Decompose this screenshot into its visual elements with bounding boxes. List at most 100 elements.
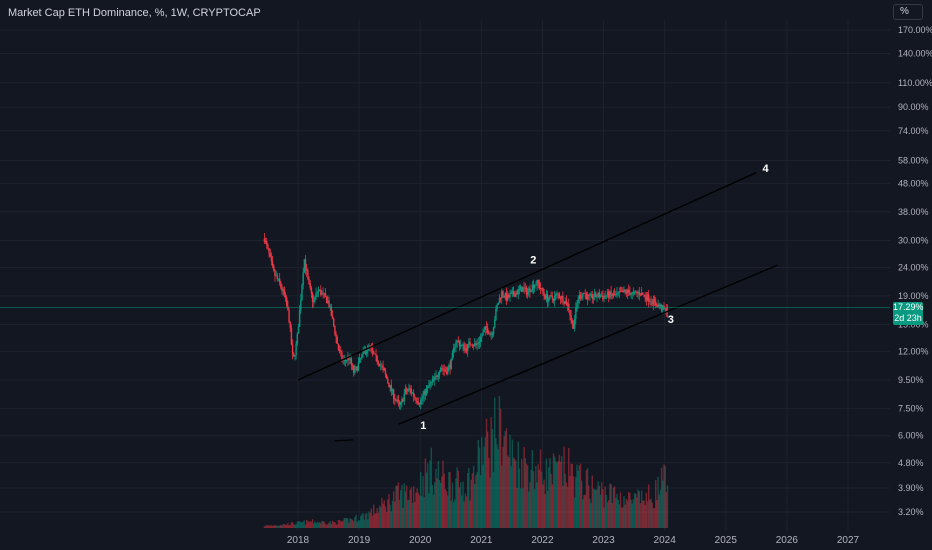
candle-body (310, 287, 313, 294)
candle-body (372, 351, 375, 354)
candle-body (577, 299, 579, 304)
volume-bar (288, 525, 290, 528)
volume-bar (638, 491, 640, 528)
volume-bar (382, 503, 384, 528)
volume-bar (606, 502, 609, 528)
volume-bar (655, 479, 657, 528)
candle-body (501, 291, 503, 299)
candle-body (477, 343, 479, 345)
candle-body (539, 287, 542, 290)
volume-bar (551, 484, 554, 528)
candle-body (595, 292, 597, 298)
wave-label-2: 2 (530, 255, 536, 267)
volume-bar (336, 524, 338, 528)
price-axis[interactable]: 170.00% 140.00% 110.00% 90.00% 74.00% 58.00% 4… (898, 25, 932, 517)
candle-body (589, 294, 591, 296)
candle-body (392, 389, 395, 400)
candle-body (597, 292, 599, 297)
candle-body (288, 310, 290, 323)
volume-bar (543, 479, 545, 528)
candle-body (590, 293, 592, 295)
candle-body (291, 344, 294, 354)
volume-bar (391, 500, 394, 528)
x-tick-label: 2020 (409, 535, 432, 546)
volume-bar (650, 498, 652, 528)
volume-bar (416, 488, 418, 528)
volume-bar (363, 519, 365, 528)
candle-body (268, 248, 270, 254)
candle-body (506, 294, 509, 301)
volume-bar (505, 428, 508, 528)
symbol-title: Market Cap ETH Dominance, %, 1W, CRYPTOC… (8, 7, 261, 19)
candle-body (588, 295, 590, 296)
candle-body (649, 301, 651, 302)
candle-body (538, 283, 541, 288)
volume-bar (577, 470, 579, 528)
candle-body (573, 319, 576, 329)
volume-bar (600, 482, 603, 528)
candles (263, 232, 669, 411)
volume-bar (428, 493, 430, 528)
volume-bar (616, 493, 618, 528)
candle-body (662, 305, 664, 311)
candle-body (293, 353, 295, 357)
candle-body (664, 308, 666, 310)
x-tick-label: 2025 (715, 535, 738, 546)
candle-body (356, 366, 358, 371)
volume-bar (424, 458, 427, 528)
volume-bar (270, 525, 273, 528)
volume-bar (662, 480, 664, 528)
volume-bar (317, 522, 320, 528)
candle-body (569, 310, 571, 316)
volume-bar (509, 434, 511, 528)
volume-bar (465, 496, 468, 528)
volume-bar (572, 476, 575, 528)
volume-bar (525, 463, 528, 528)
candle-body (428, 385, 430, 387)
volume-bar (464, 493, 467, 528)
volume-bar (475, 475, 477, 528)
candle-body (639, 294, 642, 296)
volume-bar (625, 498, 628, 528)
candle-body (341, 352, 343, 360)
candle-body (617, 292, 619, 294)
volume-bar (626, 500, 629, 528)
candle-body (596, 296, 598, 298)
candle-body (384, 370, 387, 375)
volume-bar (294, 524, 296, 528)
volume-bar (546, 490, 549, 528)
volume-bar (310, 522, 313, 528)
volume-bar (535, 466, 537, 528)
candle-body (394, 399, 396, 401)
volume-bar (327, 524, 329, 528)
volume-bar (502, 446, 504, 528)
candle-body (465, 347, 468, 352)
volume-bar (651, 502, 653, 528)
time-axis[interactable]: 2018 2019 2020 2021 2022 2023 2024 2025 2026 2027 (287, 535, 860, 546)
volume-bar (315, 523, 317, 528)
candle-body (497, 303, 499, 305)
volume-bar (425, 472, 428, 528)
volume-bar (264, 525, 267, 528)
scale-mode-button[interactable]: % (893, 4, 923, 20)
candle-body (381, 365, 383, 367)
volume-bar (353, 520, 355, 528)
candle-body (643, 294, 645, 296)
candle-body (546, 294, 549, 302)
candle-body (296, 333, 298, 344)
volume-bar (417, 492, 420, 528)
volume-bar (478, 447, 481, 528)
volume-bar (652, 508, 655, 528)
candle-body (556, 293, 558, 295)
volume-bar (628, 491, 630, 528)
candle-body (397, 399, 400, 402)
candle-body (404, 389, 407, 394)
volume-bar (613, 486, 616, 528)
candle-body (647, 294, 650, 302)
volume-bar (329, 521, 331, 528)
volume-bar (635, 493, 637, 528)
volume-bar (498, 396, 501, 528)
candle-body (571, 320, 573, 324)
volume-bar (378, 505, 381, 528)
